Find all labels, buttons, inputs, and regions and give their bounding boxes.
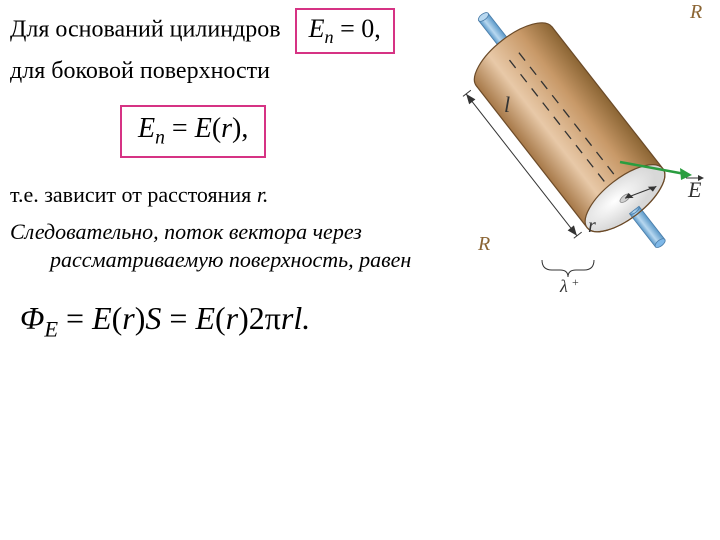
label-E: E	[687, 177, 702, 202]
eq3-sub: E	[44, 316, 58, 341]
eq3-2pi: 2π	[249, 300, 281, 336]
label-l: l	[504, 92, 510, 117]
eq1-rhs: = 0,	[334, 14, 381, 43]
eq2-E: E	[138, 113, 155, 144]
cylinder-illustration: R R l r λ + E	[460, 2, 710, 292]
label-R-top: R	[689, 2, 702, 23]
eq3-end: rl.	[281, 300, 310, 336]
eq2-rhs: = E(r),	[165, 113, 248, 144]
eq3-mid: = E(r)S = E(r)	[58, 300, 249, 336]
label-plus: +	[572, 275, 579, 289]
label-lambda: λ	[559, 276, 568, 292]
equation-box-1: En = 0,	[295, 8, 395, 54]
label-R-bottom: R	[477, 233, 490, 255]
equation-flux: ΦE = E(r)S = E(r)2πrl.	[20, 300, 310, 342]
eq1-sub: n	[324, 27, 333, 47]
text-line1: Для оснований цилиндров	[10, 17, 281, 43]
text-line3: т.е. зависит от расстояния r.	[10, 182, 450, 208]
eq1-E: E	[309, 14, 325, 43]
line3r: r.	[257, 182, 269, 207]
text-line4a: Следовательно, поток вектора через	[10, 218, 450, 247]
text-line4b: рассматриваемую поверхность, равен	[10, 246, 450, 275]
label-r: r	[588, 215, 596, 237]
eq3-phi: Φ	[20, 300, 44, 336]
eq2-sub: n	[155, 128, 165, 149]
text-line2: для боковой поверхности	[10, 58, 450, 85]
line3a: т.е. зависит от расстояния	[10, 182, 257, 207]
equation-box-2: En = E(r),	[120, 105, 266, 158]
